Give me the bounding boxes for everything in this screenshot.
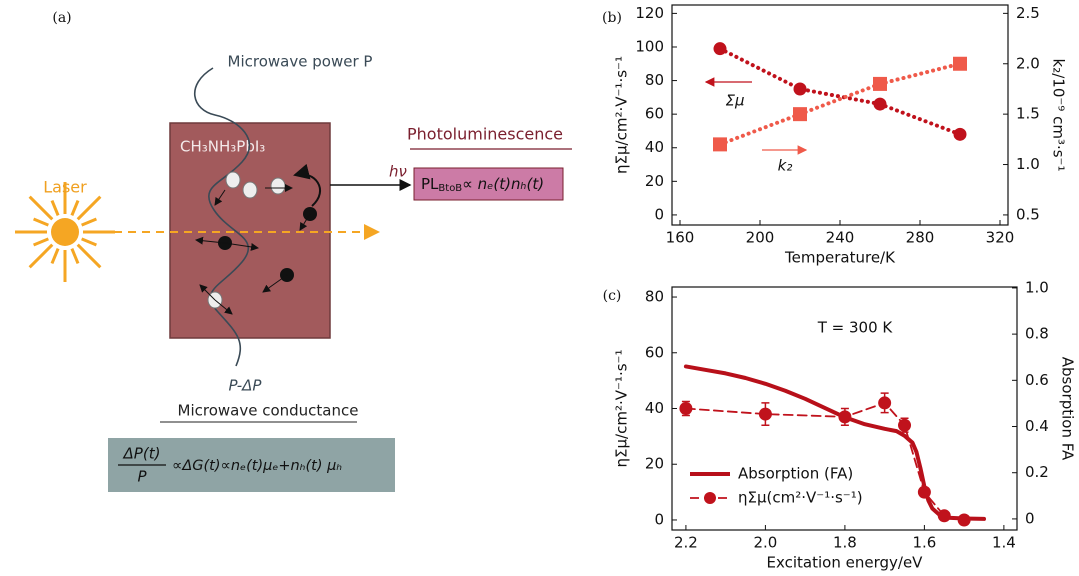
marker [878,396,891,409]
y2-tick-label: 0.4 [1025,417,1049,435]
annotation: Σμ [725,92,744,110]
x-axis-title: Temperature/K [784,249,896,267]
page: {"panel_a": {"label": "(a)", "microwave_… [0,0,1079,576]
material-label: CH₃NH₃PbI₃ [180,138,265,156]
legend-marker [704,492,716,504]
marker [793,107,807,121]
y-axis-title: ηΣμ/cm²·V⁻¹·s⁻¹ [613,56,631,174]
marker [958,513,971,526]
x-tick-label: 2.0 [753,534,777,552]
sun-ray [30,197,53,220]
series-line [720,49,960,135]
y-tick-label: 0 [654,205,664,223]
y2-tick-label: 0.5 [1016,205,1040,223]
sun-ray [34,219,49,225]
formula-rhs: ∝ΔG(t)∝nₑ(t)μₑ+nₕ(t) μₕ [172,458,342,474]
formula-denominator: P [137,468,147,486]
panel-label: (a) [52,10,71,26]
marker [713,137,727,151]
pl-formula-part: PL [421,175,439,193]
legend-label: ηΣμ(cm²·V⁻¹·s⁻¹) [738,489,863,507]
y-tick-label: 120 [635,4,664,22]
pl-formula-part: ∝ nₑ(t)nₕ(t) [462,175,544,193]
y2-tick-label: 2.5 [1016,4,1040,22]
y2-tick-label: 1.0 [1025,278,1049,296]
y2-tick-label: 0.2 [1025,463,1049,481]
x-tick-label: 1.6 [912,534,936,552]
annotation: k₂ [778,157,793,175]
sun-ray [78,245,101,268]
y-tick-label: 40 [645,399,664,417]
sun-ray [72,249,78,264]
conductance-title: Microwave conductance [178,402,359,420]
panel-label: (c) [603,288,622,304]
y2-axis-title: Absorption FA [1059,357,1077,461]
legend-label: Absorption (FA) [738,465,853,483]
x-tick-label: 320 [986,229,1015,247]
x-tick-label: 160 [666,229,695,247]
x-tick-label: 2.2 [674,534,698,552]
y-axis-title: ηΣμ/cm²·V⁻¹·s⁻¹ [613,350,631,468]
photon-label: hν [389,163,407,181]
y2-tick-label: 0 [1025,509,1035,527]
x-axis-title: Excitation energy/eV [767,554,924,572]
marker [838,410,851,423]
marker [874,98,887,111]
x-tick-label: 1.8 [833,534,857,552]
sun-ray [52,249,58,264]
marker [873,77,887,91]
laser-label: Laser [43,178,87,197]
marker [679,402,692,415]
series-line [720,64,960,145]
y-tick-label: 60 [645,343,664,361]
sun-ray [34,239,49,245]
marker [938,509,951,522]
sun-ray [78,197,101,220]
plot-frame [672,5,1008,225]
microwave-out-label: P-ΔP [229,377,263,395]
marker [953,57,967,71]
sun-ray [82,239,97,245]
marker [714,42,727,55]
figure: (a) Laser CH₃NH₃PbI₃ Microwave power P h… [0,0,1079,576]
sun-ray [72,201,78,216]
marker [794,82,807,95]
y-tick-label: 60 [645,105,664,123]
pl-formula-sub: BtoB [438,183,462,194]
microwave-in-label: Microwave power P [228,53,373,71]
x-tick-label: 200 [746,229,775,247]
annotation: T = 300 K [817,319,894,337]
sun-ray [52,201,58,216]
marker [759,408,772,421]
y-tick-label: 80 [645,71,664,89]
y-tick-label: 100 [635,37,664,55]
marker [918,486,931,499]
y2-axis-title: k₂/10⁻⁹ cm³·s⁻¹ [1050,59,1068,172]
y2-tick-label: 0.8 [1025,325,1049,343]
panel-label: (b) [602,10,622,26]
sun-ray [82,219,97,225]
marker [954,128,967,141]
sun-core [51,218,79,246]
sun-ray [30,245,53,268]
y2-tick-label: 2.0 [1016,54,1040,72]
formula-numerator: ΔP(t) [123,445,161,463]
x-tick-label: 1.4 [992,534,1016,552]
x-tick-label: 280 [906,229,935,247]
y-tick-label: 80 [645,288,664,306]
y2-tick-label: 0.6 [1025,371,1049,389]
y2-tick-label: 1.0 [1016,155,1040,173]
y-tick-label: 20 [645,172,664,190]
pl-title: Photoluminescence [407,125,563,144]
y-tick-label: 20 [645,455,664,473]
y-tick-label: 40 [645,138,664,156]
marker [898,419,911,432]
y2-tick-label: 1.5 [1016,105,1040,123]
y-tick-label: 0 [654,510,664,528]
x-tick-label: 240 [826,229,855,247]
